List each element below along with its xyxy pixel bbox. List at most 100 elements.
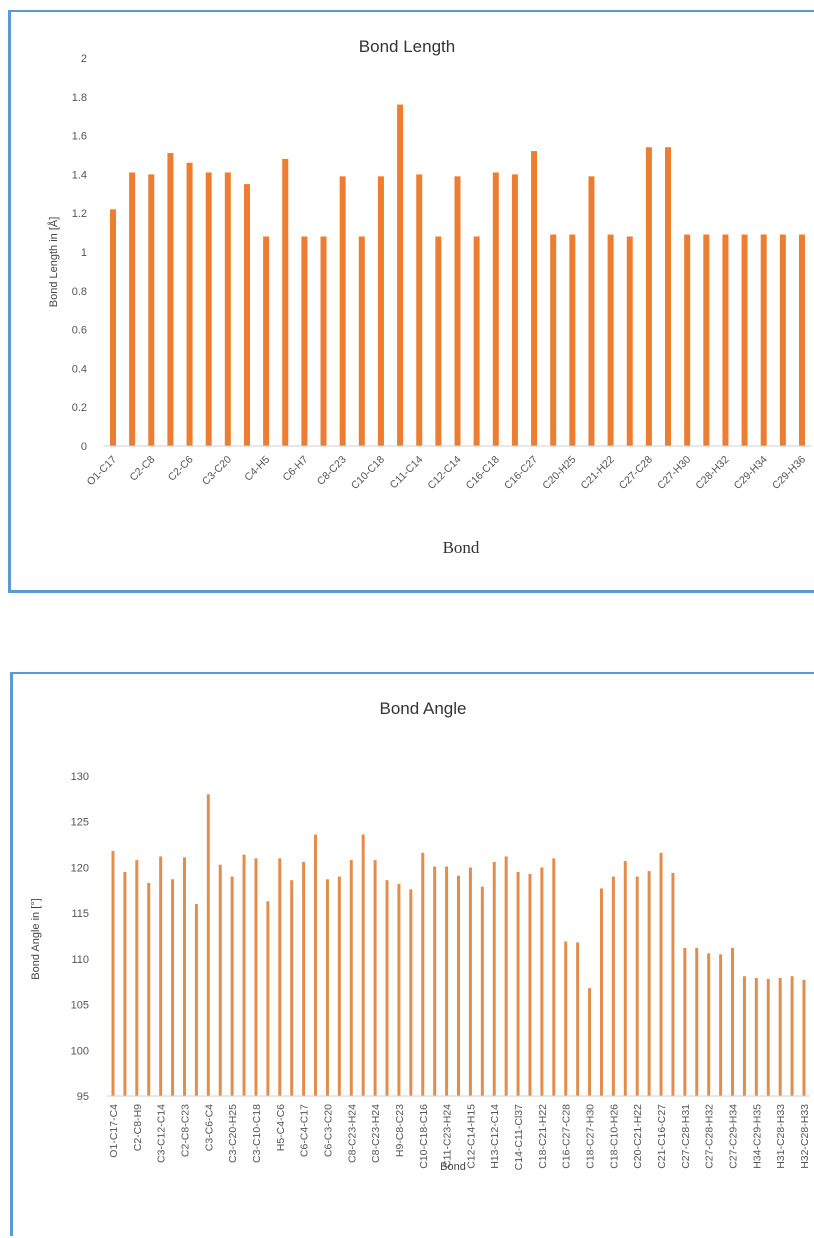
bar — [550, 234, 557, 446]
x-tick-label: C16-C27-C28 — [561, 1104, 573, 1169]
bar — [123, 872, 127, 1096]
bar — [218, 864, 222, 1096]
bar — [349, 860, 353, 1096]
y-tick-label: 125 — [71, 817, 89, 829]
bar — [421, 852, 425, 1096]
x-tick-label: C28-H32 — [693, 454, 731, 492]
bar — [416, 174, 423, 446]
x-tick-label: H9-C8-C23 — [394, 1104, 406, 1157]
bar — [182, 857, 186, 1096]
bar — [569, 234, 576, 446]
bar — [635, 876, 639, 1096]
y-tick-label: 1 — [81, 247, 87, 259]
bar — [623, 861, 627, 1096]
bar — [290, 880, 294, 1096]
x-tick-label: C10-C18 — [349, 454, 387, 492]
bar — [377, 176, 384, 446]
bar — [167, 153, 174, 446]
x-tick-label: C11-C23-H24 — [442, 1104, 454, 1168]
bar — [147, 882, 151, 1096]
x-tick-label: C2-C8 — [127, 454, 157, 484]
x-tick-label: C27-C28 — [617, 454, 655, 492]
x-tick-label: C29-H34 — [732, 454, 770, 492]
bar — [531, 151, 538, 446]
bond-length-chart: Bond Length 00.20.40.60.811.21.41.61.82 … — [47, 37, 812, 557]
y-tick-label: 0.2 — [72, 402, 87, 414]
x-tick-label: C21-H22 — [579, 454, 617, 492]
bar — [707, 953, 711, 1096]
bar — [599, 888, 603, 1096]
bar — [684, 234, 691, 446]
bar — [457, 875, 460, 1096]
bar — [588, 988, 592, 1096]
y-tick-label: 120 — [71, 862, 89, 874]
x-tick-label: C29-H36 — [770, 454, 808, 492]
y-tick-label: 1.4 — [72, 169, 87, 181]
bar — [741, 234, 748, 446]
x-tick-label: C2-C8-H9 — [132, 1104, 144, 1151]
bar — [802, 979, 806, 1096]
bar — [492, 861, 496, 1096]
bar — [588, 176, 595, 446]
x-tick-label: C6-C4-C17 — [299, 1104, 311, 1157]
chart-title: Bond Length — [359, 37, 455, 56]
bar — [754, 978, 758, 1096]
bar — [111, 850, 115, 1096]
x-tick-label: C12-C14-H15 — [465, 1104, 477, 1169]
y-tick-label: 130 — [71, 771, 89, 783]
bar — [159, 856, 163, 1096]
x-tick-label: C3-C20-H25 — [227, 1104, 239, 1163]
x-tick-label: H13-C12-C14 — [489, 1104, 501, 1169]
x-tick-label: H32-C28-H33 — [799, 1104, 811, 1169]
bar — [186, 162, 193, 446]
bar — [665, 147, 672, 447]
bar — [397, 104, 404, 446]
x-tick-label: H31-C28-H33 — [775, 1104, 787, 1169]
y-tick-label: 105 — [71, 1000, 89, 1012]
bar — [645, 147, 652, 447]
bar — [325, 879, 329, 1096]
bar — [611, 876, 615, 1096]
bar — [731, 947, 735, 1096]
x-tick-label: C11-C14 — [388, 454, 426, 492]
bar — [171, 879, 175, 1096]
bar — [206, 794, 210, 1096]
x-tick-label: C27-H30 — [655, 454, 693, 492]
x-tick-label: C2-C8-C23 — [179, 1104, 191, 1157]
y-tick-label: 0.8 — [72, 286, 87, 298]
x-tick-label: C4-H5 — [242, 454, 272, 484]
bar — [314, 834, 318, 1096]
bar — [409, 889, 413, 1096]
bar — [779, 234, 786, 446]
bar — [480, 886, 484, 1096]
y-tick-label: 0 — [81, 441, 87, 453]
bar — [492, 172, 499, 446]
bar — [385, 880, 389, 1096]
x-tick-label: C20-C21-H22 — [632, 1104, 644, 1169]
bar — [301, 236, 308, 446]
bar — [683, 947, 687, 1096]
x-tick-label: C8-C23 — [315, 454, 349, 488]
x-tick-label: C16-C18 — [464, 454, 502, 492]
bar — [659, 852, 663, 1096]
bar — [242, 854, 246, 1096]
bar — [266, 901, 270, 1096]
bar — [671, 872, 675, 1096]
bar — [337, 876, 341, 1096]
bar — [576, 942, 580, 1096]
y-tick-label: 100 — [71, 1045, 89, 1057]
bar — [282, 158, 289, 446]
bar — [339, 176, 346, 446]
x-tick-label: C3-C20 — [200, 454, 234, 488]
bar — [397, 883, 401, 1096]
bond-angle-chart: Bond Angle 95 100 105 110 115 120 125 130 O1-C1… — [30, 699, 811, 1173]
bar — [243, 184, 250, 446]
bar — [435, 236, 442, 446]
x-tick-label: C6-H7 — [281, 454, 311, 484]
bar — [302, 861, 306, 1096]
y-tick-label: 1.2 — [72, 208, 87, 220]
x-tick-label: C12-C14 — [425, 454, 463, 492]
x-tick-label: C20-H25 — [540, 454, 578, 492]
bar — [254, 858, 258, 1096]
bar — [511, 174, 518, 446]
